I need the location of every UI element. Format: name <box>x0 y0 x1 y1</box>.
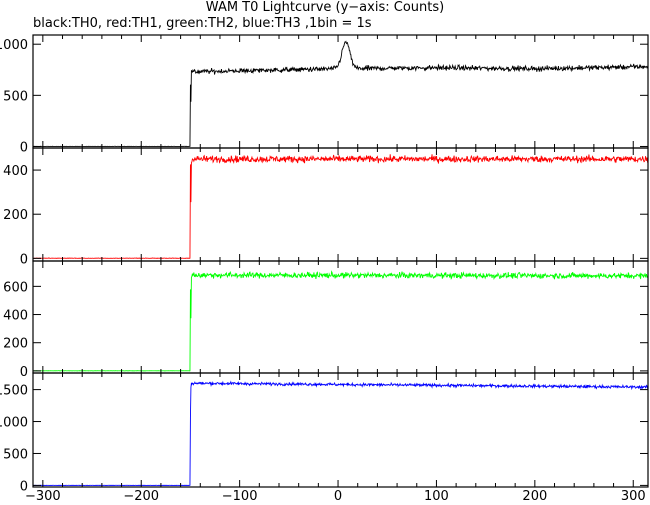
x-tick-label-0: 0 <box>334 489 342 504</box>
chart-subtitle: black:TH0, red:TH1, green:TH2, blue:TH3 … <box>33 16 372 31</box>
panel-th1: 0 200 400 <box>3 147 649 267</box>
x-tick-label--100: −100 <box>222 489 258 504</box>
y-tick-label-th1-200: 200 <box>3 208 28 223</box>
x-tick-label-100: 100 <box>424 489 449 504</box>
x-tick-label--200: −200 <box>123 489 159 504</box>
series-th0 <box>32 40 649 147</box>
y-tick-label-th1-0: 0 <box>20 252 28 267</box>
y-tick-label-th2-0: 0 <box>20 365 28 380</box>
y-tick-label-th3-500: 500 <box>3 447 28 462</box>
y-tick-label-th2-600: 600 <box>3 280 28 295</box>
panel-frame-th0 <box>32 34 649 149</box>
x-tick-label-200: 200 <box>522 489 547 504</box>
y-tick-label-th2-200: 200 <box>3 337 28 352</box>
series-th2 <box>32 270 649 372</box>
panel-frame-th1 <box>32 147 649 262</box>
panel-frame-th3 <box>32 372 649 488</box>
panel-th2: 0 200 400 600 <box>3 260 649 380</box>
y-tick-label-th0-500: 500 <box>3 89 28 104</box>
y-tick-label-th2-400: 400 <box>3 309 28 324</box>
x-tick-label--300: −300 <box>25 489 61 504</box>
series-th1 <box>32 154 649 259</box>
panel-frame-th2 <box>32 260 649 374</box>
y-tick-label-th3-0: 0 <box>20 479 28 494</box>
y-tick-label-th1-400: 400 <box>3 164 28 179</box>
chart-title: WAM T0 Lightcurve (y−axis: Counts) <box>205 0 445 15</box>
x-tick-label-300: 300 <box>621 489 646 504</box>
series-th3 <box>32 380 649 486</box>
y-tick-label-th3-1500: 1500 <box>0 384 28 399</box>
y-tick-label-th0-0: 0 <box>20 140 28 155</box>
